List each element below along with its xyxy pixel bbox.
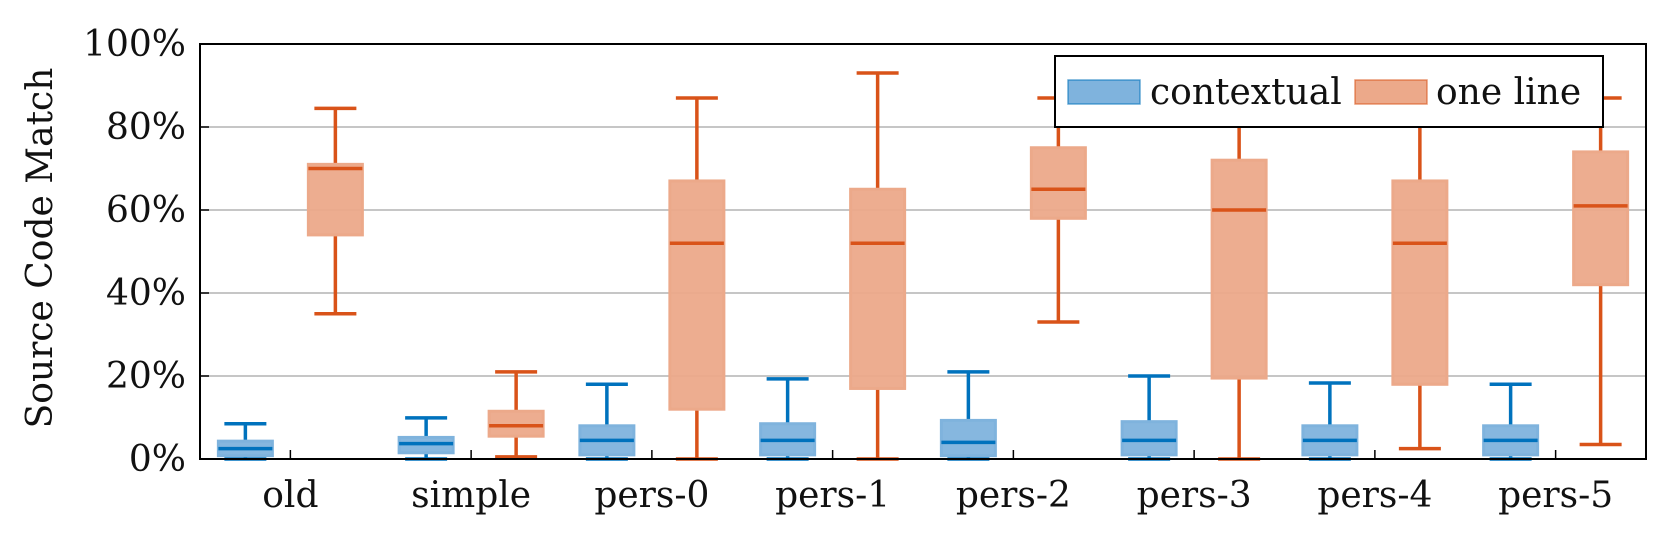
legend: contextual one line [1054, 55, 1604, 128]
box-one-line-pers-0 [668, 96, 726, 461]
x-tick-label: pers-2 [956, 475, 1071, 516]
box-one-line-old [306, 106, 364, 316]
box-one-line-pers-5 [1572, 96, 1630, 447]
box-one-line-pers-1 [849, 71, 907, 461]
box-contextual-pers-5 [1482, 382, 1540, 461]
y-axis-title: Source Code Match [20, 68, 61, 429]
box-iqr [1391, 179, 1449, 386]
box-contextual-old [216, 421, 274, 461]
box-iqr [849, 187, 907, 390]
box-contextual-simple [397, 416, 455, 461]
box-contextual-pers-0 [578, 382, 636, 461]
box-contextual-pers-3 [1120, 374, 1178, 461]
x-tick-label: pers-5 [1498, 475, 1613, 516]
y-tick-label: 60% [106, 190, 186, 231]
box-iqr [487, 409, 545, 438]
legend-swatch-contextual [1067, 79, 1141, 105]
box-iqr [668, 179, 726, 411]
box-contextual-pers-4 [1301, 381, 1359, 461]
plot-frame [199, 43, 1647, 460]
y-tick-label: 20% [106, 356, 186, 397]
box-one-line-pers-3 [1210, 96, 1268, 461]
x-tick-label: old [262, 475, 318, 516]
legend-label-contextual: contextual [1150, 72, 1342, 113]
legend-label-one-line: one line [1436, 72, 1581, 113]
box-iqr [1572, 150, 1630, 287]
box-contextual-pers-1 [759, 377, 817, 461]
y-tick-label: 80% [106, 107, 186, 148]
boxes [216, 71, 1630, 461]
box-iqr [306, 162, 364, 237]
box-iqr [1120, 420, 1178, 457]
box-contextual-pers-2 [939, 370, 997, 461]
legend-frame [1054, 55, 1604, 128]
box-iqr [1029, 146, 1087, 220]
y-tick-label: 40% [106, 273, 186, 314]
x-tick-label: pers-0 [594, 475, 709, 516]
y-tick-label: 0% [129, 439, 186, 480]
x-tick-label: pers-4 [1317, 475, 1432, 516]
box-one-line-simple [487, 370, 545, 459]
box-iqr [939, 418, 997, 458]
legend-swatch-one-line [1354, 79, 1428, 105]
box-one-line-pers-2 [1029, 96, 1087, 324]
box-iqr [1210, 158, 1268, 380]
x-tick-label: pers-1 [775, 475, 890, 516]
box-one-line-pers-4 [1391, 96, 1449, 451]
x-tick-label: simple [411, 475, 531, 516]
axes: 0% 20% 40% 60% 80% 100% old simple pers-0 pers-1 p… [83, 24, 1647, 516]
y-tick-label: 100% [83, 24, 186, 65]
x-tick-label: pers-3 [1137, 475, 1252, 516]
